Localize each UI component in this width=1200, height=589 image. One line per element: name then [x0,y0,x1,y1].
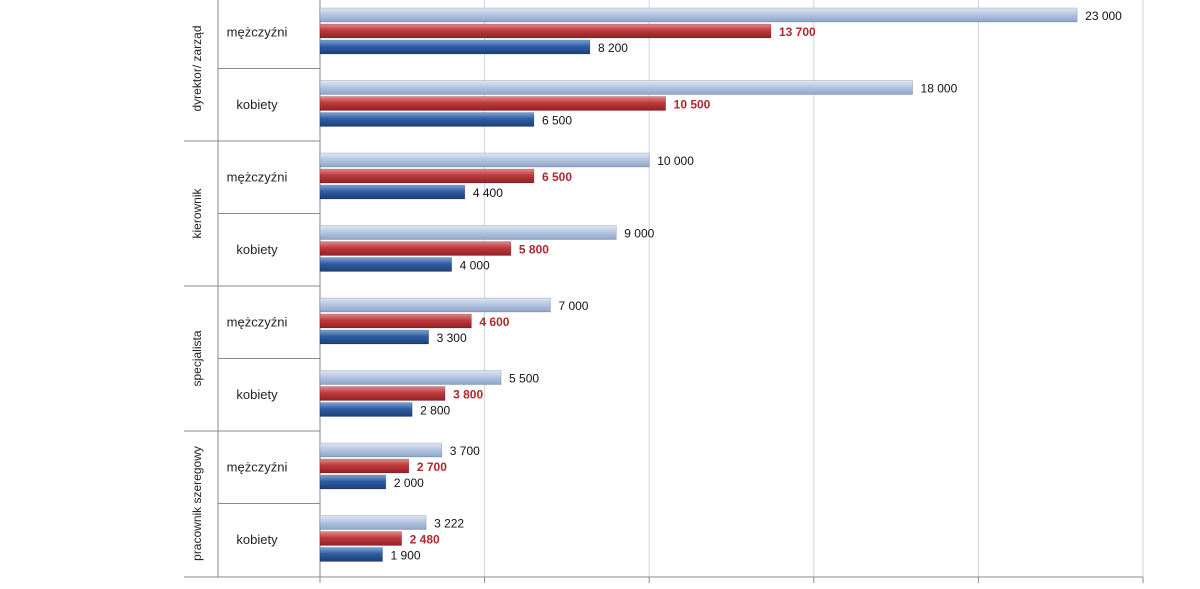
category-label: kobiety [236,387,278,402]
bars [319,7,1078,562]
bar [319,39,591,55]
bar [319,402,413,417]
bar [319,370,502,385]
bar [319,297,551,313]
bar [319,257,452,272]
value-label: 6 500 [542,114,572,128]
category-label: kobiety [236,242,278,257]
value-label: 23 000 [1085,9,1122,23]
value-label: 8 200 [598,41,628,55]
bar [319,442,443,458]
group-label: kierownik [190,187,204,238]
value-label: 5 500 [509,372,539,386]
bar [319,458,410,474]
bar [319,168,535,184]
value-label: 6 500 [542,170,572,184]
value-label: 2 480 [410,533,440,547]
category-label: mężczyźni [227,314,288,329]
group-label: pracownik szeregowy [190,446,204,561]
bar [319,515,427,530]
bar [319,225,617,240]
bar [319,547,383,562]
bar [319,386,446,401]
value-label: 5 800 [519,243,549,257]
bar [319,329,429,345]
value-label: 4 400 [473,186,503,200]
category-label: mężczyźni [227,24,288,39]
value-label: 4 000 [460,259,490,273]
value-label: 2 700 [417,460,447,474]
value-label: 3 300 [437,331,467,345]
labels: mężczyźni kobiety mężczyźni kobiety mężczyźn… [190,9,1122,563]
value-label: 1 900 [391,549,421,563]
value-label: 7 000 [558,299,588,313]
value-label: 2 800 [420,404,450,418]
bar [319,152,650,168]
bar [319,184,466,200]
bar [319,23,772,39]
category-label: kobiety [236,97,278,112]
category-label: kobiety [236,532,278,547]
bar [319,241,512,256]
bar [319,531,402,546]
bar [319,96,666,111]
value-label: 10 500 [674,98,711,112]
value-label: 2 000 [394,476,424,490]
bar [319,7,1078,23]
group-label: dyrektor/ zarząd [190,25,204,111]
bar [319,112,535,127]
value-label: 18 000 [921,82,958,96]
group-label: specjalista [190,330,204,386]
value-label: 13 700 [779,25,816,39]
value-label: 3 800 [453,388,483,402]
value-label: 10 000 [657,154,694,168]
bar [319,80,913,95]
value-label: 3 222 [434,517,464,531]
value-label: 4 600 [479,315,509,329]
bar [319,313,472,329]
bar [319,474,387,490]
category-label: mężczyźni [227,459,288,474]
category-label: mężczyźni [227,169,288,184]
value-label: 3 700 [450,444,480,458]
value-label: 9 000 [624,227,654,241]
